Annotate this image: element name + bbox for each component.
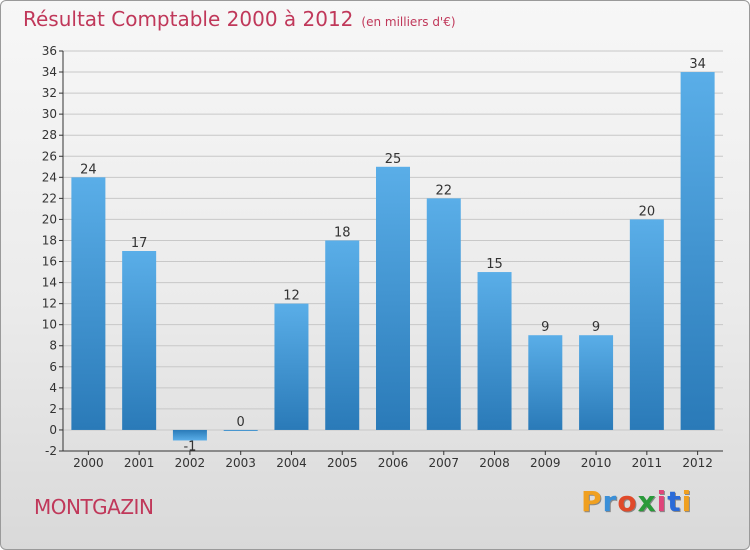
proxiti-logo: Proxiti — [581, 485, 693, 518]
bar-2005 — [325, 240, 360, 430]
bar-2010 — [579, 335, 614, 430]
data-label-2000: 24 — [80, 162, 97, 177]
y-tick-label: 28 — [42, 128, 57, 142]
bar-2001 — [122, 251, 157, 430]
y-tick-label: -2 — [45, 444, 57, 458]
y-tick-label: 14 — [42, 276, 57, 290]
bar-2006 — [376, 166, 410, 430]
bar-2009 — [528, 335, 563, 430]
y-tick-label: 24 — [42, 170, 57, 184]
bar-2003 — [223, 429, 258, 431]
y-tick-label: 0 — [49, 423, 57, 437]
y-tick-label: 12 — [42, 297, 57, 311]
data-labels: 24 17 -1 0 12 18 25 22 15 9 9 20 34 — [80, 57, 706, 454]
x-tick-label: 2004 — [276, 456, 307, 470]
data-label-2008: 15 — [486, 257, 503, 272]
y-tick-label: 26 — [42, 149, 57, 163]
bar-2000 — [71, 177, 106, 430]
x-tick-label: 2012 — [682, 456, 713, 470]
x-tick-label: 2011 — [632, 456, 663, 470]
y-tick-label: 20 — [42, 212, 57, 226]
data-label-2012: 34 — [689, 57, 706, 72]
x-tick-label: 2006 — [378, 456, 409, 470]
x-tick-label: 2010 — [581, 456, 612, 470]
y-tick-label: 10 — [42, 318, 57, 332]
data-label-2007: 22 — [435, 183, 452, 198]
x-tick-label: 2001 — [124, 456, 155, 470]
data-label-2011: 20 — [639, 204, 656, 219]
bar-2007 — [426, 198, 461, 430]
y-tick-label: 34 — [42, 65, 57, 79]
data-label-2010: 9 — [592, 320, 600, 335]
y-tick-label: 16 — [42, 255, 57, 269]
x-tick-label: 2003 — [225, 456, 256, 470]
y-tick-label: 22 — [42, 191, 57, 205]
y-tick-label: 8 — [49, 339, 57, 353]
data-label-2001: 17 — [131, 236, 148, 251]
y-tick-label: 18 — [42, 233, 57, 247]
y-tick-label: 4 — [49, 381, 57, 395]
x-tick-label: 2002 — [175, 456, 206, 470]
x-tick-label: 2009 — [530, 456, 561, 470]
y-tick-label: 30 — [42, 107, 57, 121]
data-label-2004: 12 — [283, 289, 300, 304]
bar-2002 — [172, 429, 207, 441]
x-tick-label: 2000 — [73, 456, 104, 470]
x-tick-label: 2007 — [428, 456, 459, 470]
x-tick-label: 2005 — [327, 456, 358, 470]
bar-2008 — [477, 272, 512, 430]
location-name: MONTGAZIN — [34, 495, 154, 519]
data-label-2009: 9 — [541, 320, 549, 335]
y-tick-label: 32 — [42, 86, 57, 100]
data-label-2006: 25 — [385, 152, 402, 167]
y-tick-label: 2 — [49, 402, 57, 416]
bars — [71, 72, 715, 441]
x-tick-label: 2008 — [479, 456, 510, 470]
y-tick-label: 36 — [42, 44, 57, 58]
chart-title: Résultat Comptable 2000 à 2012 (en millie… — [23, 7, 456, 31]
data-label-2003: 0 — [237, 415, 245, 430]
bar-2011 — [629, 219, 664, 430]
data-label-2002: -1 — [183, 439, 196, 454]
y-tick-label: 6 — [49, 360, 57, 374]
bar-2012 — [680, 72, 715, 430]
chart-title-text: Résultat Comptable 2000 à 2012 — [23, 7, 354, 31]
chart-subtitle: (en milliers d'€) — [361, 15, 456, 29]
bar-2004 — [274, 303, 309, 430]
data-label-2005: 18 — [334, 225, 351, 240]
